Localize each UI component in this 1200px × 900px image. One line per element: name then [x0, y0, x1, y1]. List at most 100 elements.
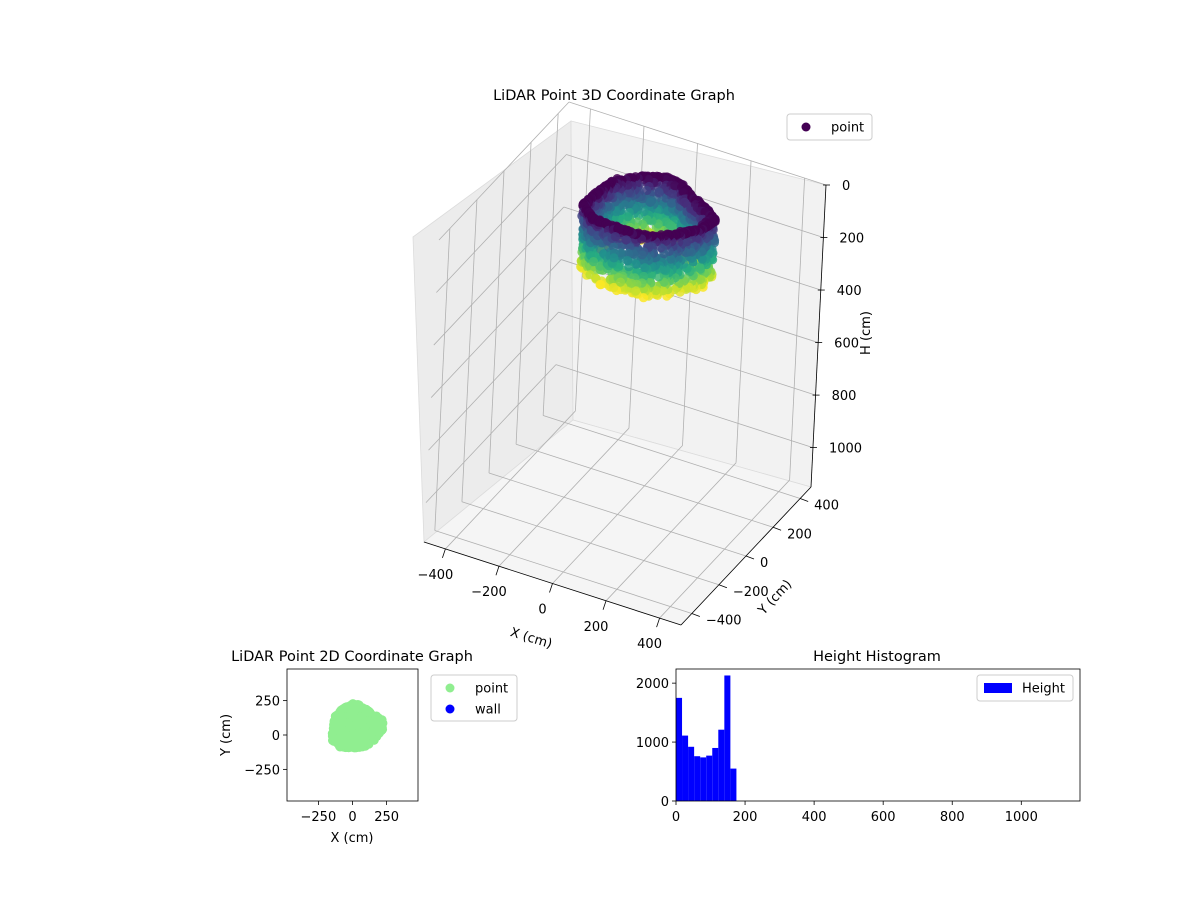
histogram-bar	[712, 747, 719, 801]
legend-3d-label: point	[831, 121, 864, 136]
histogram-bar	[706, 755, 713, 802]
legend-2d-marker-point	[445, 683, 455, 693]
z-tick-label-3d: 1000	[829, 442, 862, 457]
x-axis-label-2d: X (cm)	[331, 831, 374, 846]
y-tick-3d	[745, 555, 755, 560]
x-tick-label-2d: −250	[301, 810, 337, 825]
point-cloud-3d	[576, 171, 720, 303]
point-2d	[361, 705, 371, 715]
chart-histogram: Height Histogram 0 200 400 600 800 1000 0 1000 2…	[636, 649, 1081, 825]
x-tick-label-3d: 400	[637, 637, 662, 652]
legend-histogram-swatch	[984, 683, 1012, 693]
histogram-bar	[700, 757, 707, 801]
point-3d	[609, 282, 619, 293]
point-2d	[342, 736, 352, 746]
y-tick-label-2d: −250	[244, 763, 280, 778]
point-3d	[610, 232, 621, 242]
histogram-bar	[724, 675, 731, 801]
y-tick-3d	[772, 526, 782, 531]
point-3d	[642, 185, 652, 196]
point-2d	[372, 718, 382, 728]
point-3d	[614, 223, 624, 233]
z-axis-line	[810, 184, 827, 488]
legend-2d-label-point: point	[475, 682, 508, 697]
x-tick-label-3d: −200	[471, 585, 507, 600]
point-3d	[622, 256, 633, 266]
legend-histogram-frame	[976, 674, 1074, 702]
y-tick-label-3d: 0	[760, 556, 768, 571]
point-3d	[615, 277, 626, 287]
point-cloud-2d	[327, 699, 388, 753]
legend-histogram: Height	[976, 674, 1074, 702]
x-tick-label-3d: −400	[418, 568, 454, 583]
chart-2d-title: LiDAR Point 2D Coordinate Graph	[231, 649, 473, 665]
legend-3d-marker	[801, 122, 811, 132]
legend-2d-label-wall: wall	[475, 703, 501, 718]
point-3d	[638, 293, 649, 303]
histogram-bar	[718, 729, 725, 801]
ticks-3d: −400−2000200400−400−20002004000200400600…	[418, 179, 865, 652]
y-tick-3d	[691, 613, 700, 617]
x-tick-label-2d: 250	[374, 810, 399, 825]
y-tick-label-2d: 0	[272, 729, 280, 744]
histogram-title: Height Histogram	[813, 649, 941, 665]
point-3d	[609, 253, 619, 263]
histogram-bar	[730, 768, 737, 801]
z-tick-label-3d: 600	[834, 337, 859, 352]
z-tick-label-3d: 0	[842, 179, 850, 194]
chart-3d-title: LiDAR Point 3D Coordinate Graph	[493, 88, 735, 104]
point-2d	[354, 728, 364, 738]
z-axis-label-3d: H (cm)	[859, 311, 874, 355]
x-axis-label-3d: X (cm)	[508, 625, 554, 652]
ticks-histogram: 0 200 400 600 800 1000 0 1000 2000	[636, 677, 1038, 825]
ticks-2d: −250 0 250 −250 0 250	[244, 695, 399, 825]
histogram-bar	[682, 735, 689, 801]
y-tick-label-3d: 200	[787, 527, 812, 542]
y-tick-label-3d: −400	[706, 614, 742, 629]
histogram-frame	[675, 668, 1081, 802]
x-tick-3d	[549, 583, 553, 593]
y-tick-label-3d: −200	[733, 585, 769, 600]
y-tick-label-2d: 250	[255, 695, 280, 710]
legend-histogram-label: Height	[1022, 682, 1065, 697]
point-3d	[637, 250, 647, 260]
point-3d	[631, 286, 641, 296]
histogram-bar	[676, 697, 683, 802]
point-3d	[645, 197, 655, 207]
x-tick-3d	[495, 566, 500, 576]
z-tick-label-3d: 800	[832, 389, 857, 404]
point-3d	[640, 263, 650, 273]
legend-3d: point	[786, 113, 873, 141]
y-tick-label-hist: 2000	[636, 677, 669, 692]
point-3d	[623, 248, 634, 259]
x-tick-label-hist: 1000	[1005, 810, 1038, 825]
point-3d	[621, 235, 631, 245]
y-tick-3d	[800, 498, 809, 502]
x-tick-3d	[656, 617, 660, 628]
point-3d	[654, 272, 664, 282]
histogram-bar	[694, 756, 701, 801]
x-tick-label-3d: 0	[538, 603, 546, 618]
point-3d	[644, 174, 654, 185]
x-tick-label-hist: 200	[733, 810, 758, 825]
point-3d	[679, 187, 689, 197]
y-tick-label-hist: 0	[661, 795, 669, 810]
y-axis-label-2d: Y (cm)	[219, 714, 234, 757]
legend-3d-frame	[786, 113, 873, 141]
z-tick-label-3d: 200	[839, 232, 864, 247]
y-tick-label-hist: 1000	[636, 736, 669, 751]
point-2d	[357, 738, 367, 748]
point-3d	[588, 257, 599, 267]
point-3d	[666, 221, 676, 231]
y-tick-label-3d: 400	[814, 499, 839, 514]
x-tick-label-hist: 600	[871, 810, 896, 825]
point-2d	[368, 727, 378, 737]
x-tick-3d	[602, 600, 607, 610]
point-3d	[667, 188, 677, 198]
legend-2d-marker-wall	[445, 704, 455, 714]
chart-3d: LiDAR Point 3D Coordinate Graph −400 −200…	[412, 88, 874, 652]
point-2d	[341, 703, 350, 713]
point-3d	[654, 188, 664, 198]
x-tick-label-hist: 400	[802, 810, 827, 825]
